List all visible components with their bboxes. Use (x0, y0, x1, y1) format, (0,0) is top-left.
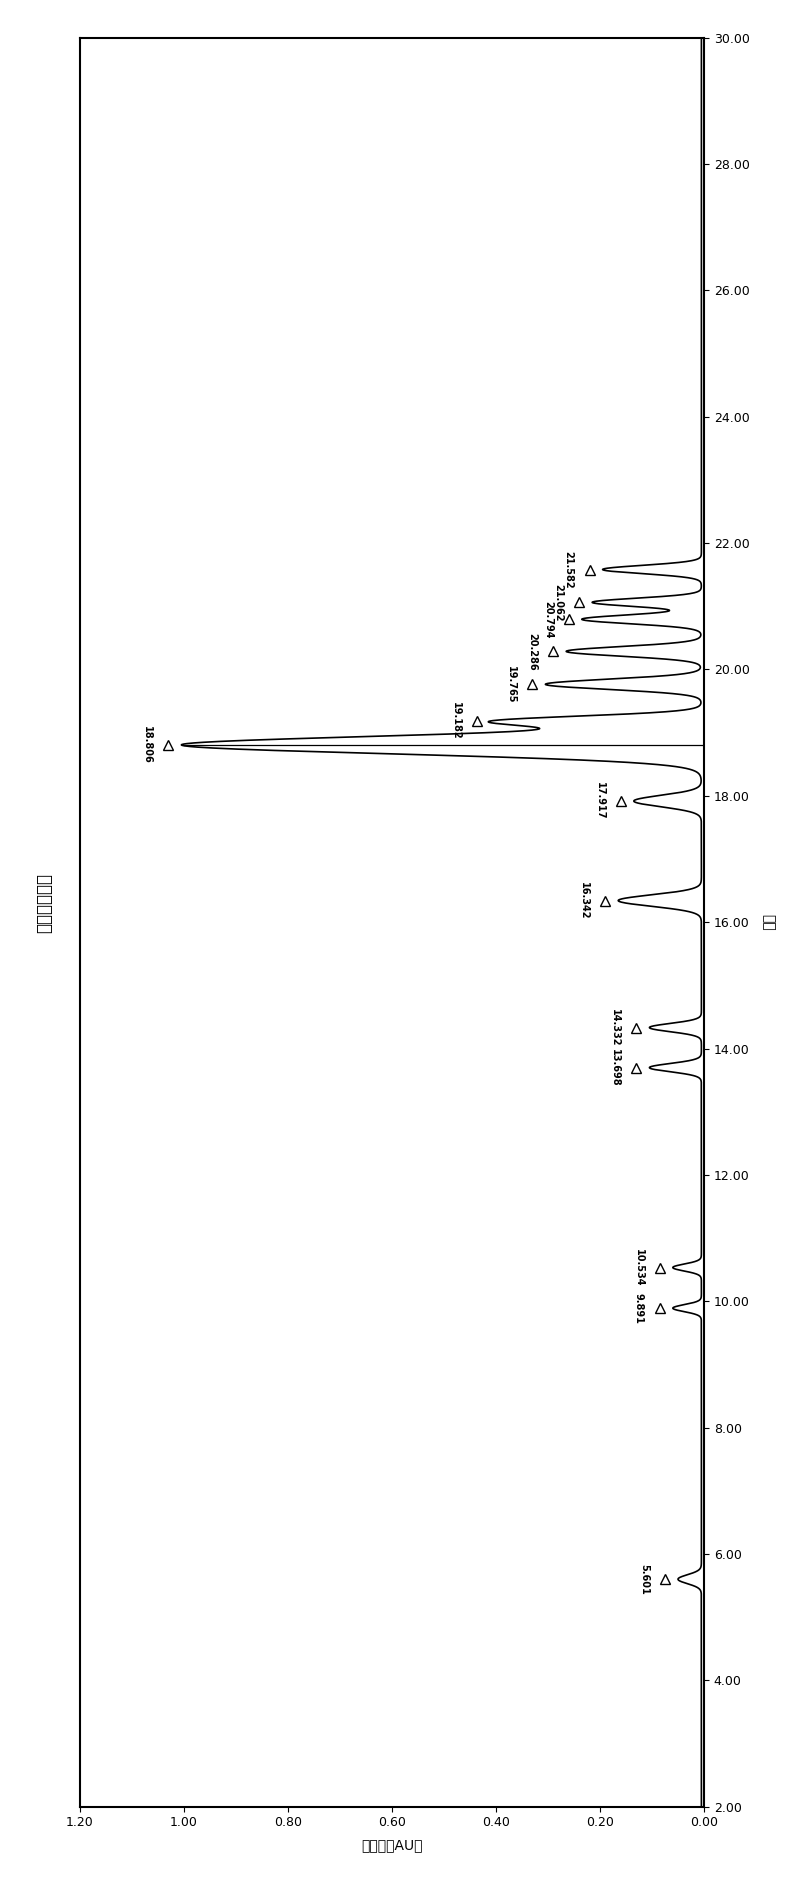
Text: 19.182: 19.182 (451, 702, 461, 740)
X-axis label: 吸光度（AU）: 吸光度（AU） (362, 1839, 422, 1852)
Text: 自刷度色谱图: 自刷度色谱图 (35, 873, 53, 933)
Text: 21.582: 21.582 (564, 551, 574, 589)
Y-axis label: 分钟: 分钟 (761, 915, 774, 930)
Text: 17.917: 17.917 (595, 783, 605, 821)
Text: 16.342: 16.342 (579, 883, 590, 918)
Text: 10.534: 10.534 (634, 1250, 644, 1285)
Text: 9.891: 9.891 (634, 1293, 644, 1323)
Text: 18.806: 18.806 (142, 726, 152, 764)
Text: 20.794: 20.794 (542, 600, 553, 638)
Text: 14.332: 14.332 (610, 1009, 621, 1046)
Text: 13.698: 13.698 (610, 1048, 621, 1086)
Text: 21.062: 21.062 (553, 583, 563, 621)
Text: 5.601: 5.601 (639, 1564, 649, 1594)
Text: 20.286: 20.286 (527, 632, 538, 670)
Text: 19.765: 19.765 (506, 666, 517, 704)
